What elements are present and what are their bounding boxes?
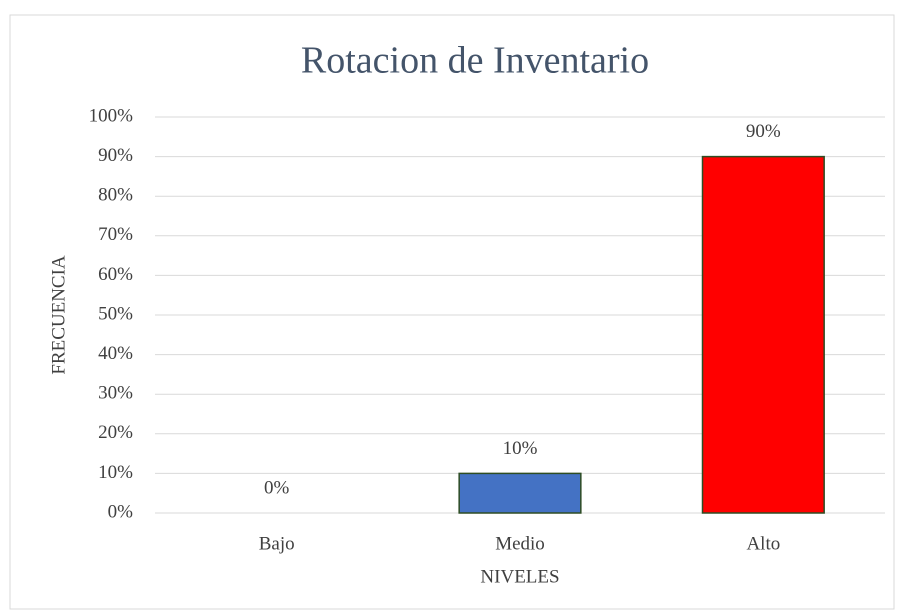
data-label: 90% [746,121,781,142]
y-tick-label: 70% [98,224,133,245]
y-tick-label: 100% [89,105,134,126]
x-tick-label: Medio [495,533,545,554]
x-tick-label: Alto [746,533,780,554]
y-tick-label: 80% [98,185,133,206]
y-tick-label: 0% [108,501,134,522]
x-tick-label: Bajo [259,533,295,554]
y-tick-label: 20% [98,422,133,443]
y-tick-label: 90% [98,145,133,166]
bar [458,472,582,514]
data-label: 10% [503,438,538,459]
chart-title: Rotacion de Inventario [301,40,649,82]
y-tick-label: 50% [98,303,133,324]
data-label: 0% [264,477,290,498]
y-tick-label: 60% [98,264,133,285]
y-axis-label: FRECUENCIA [48,255,69,375]
y-tick-label: 30% [98,383,133,404]
y-tick-label: 10% [98,462,133,483]
x-axis-label: NIVELES [480,566,559,587]
bar [701,155,825,514]
y-tick-label: 40% [98,343,133,364]
